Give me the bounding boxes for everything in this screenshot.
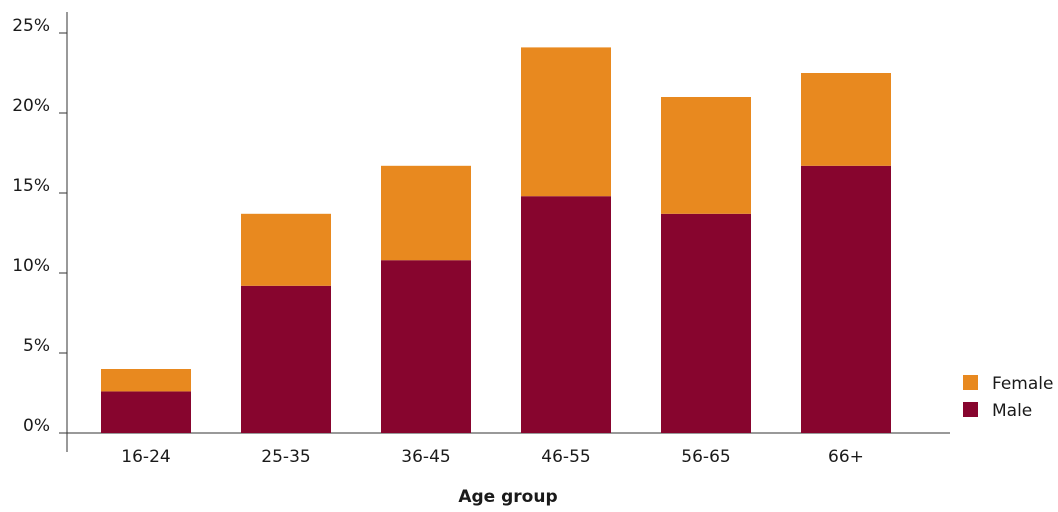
legend-swatch-female: [963, 375, 978, 390]
x-axis-title: Age group: [458, 487, 557, 507]
bar-female: [241, 213, 331, 286]
y-tick-label: 20%: [12, 96, 50, 116]
bar-female: [801, 73, 891, 166]
x-tick-label: 25-35: [261, 447, 310, 467]
bar-male: [521, 196, 611, 433]
bar-female: [521, 47, 611, 197]
x-tick-label: 16-24: [121, 447, 170, 467]
legend-label-male: Male: [992, 401, 1032, 421]
y-tick-label: 0%: [23, 416, 50, 436]
x-tick-label: 36-45: [401, 447, 450, 467]
x-tick-label: 66+: [828, 447, 864, 467]
bar-female: [381, 165, 471, 261]
y-axis: 0% 5% 10% 15% 20% 25%: [12, 12, 68, 452]
x-tick-label: 56-65: [681, 447, 730, 467]
bar-male: [241, 285, 331, 433]
y-tick-label: 10%: [12, 256, 50, 276]
bars: [101, 47, 891, 434]
y-tick-label: 5%: [23, 336, 50, 356]
x-axis: 16-24 25-35 36-45 46-55 56-65 66+: [67, 432, 950, 467]
bar-male: [381, 260, 471, 433]
bar-male: [661, 213, 751, 433]
bar-female: [101, 369, 191, 392]
y-tick-label: 15%: [12, 176, 50, 196]
y-tick-label: 25%: [12, 16, 50, 36]
bar-male: [801, 165, 891, 434]
legend: Female Male: [963, 374, 1053, 421]
legend-swatch-male: [963, 402, 978, 417]
bar-male: [101, 391, 191, 433]
bar-female: [661, 97, 751, 214]
x-tick-label: 46-55: [541, 447, 590, 467]
legend-label-female: Female: [992, 374, 1053, 394]
